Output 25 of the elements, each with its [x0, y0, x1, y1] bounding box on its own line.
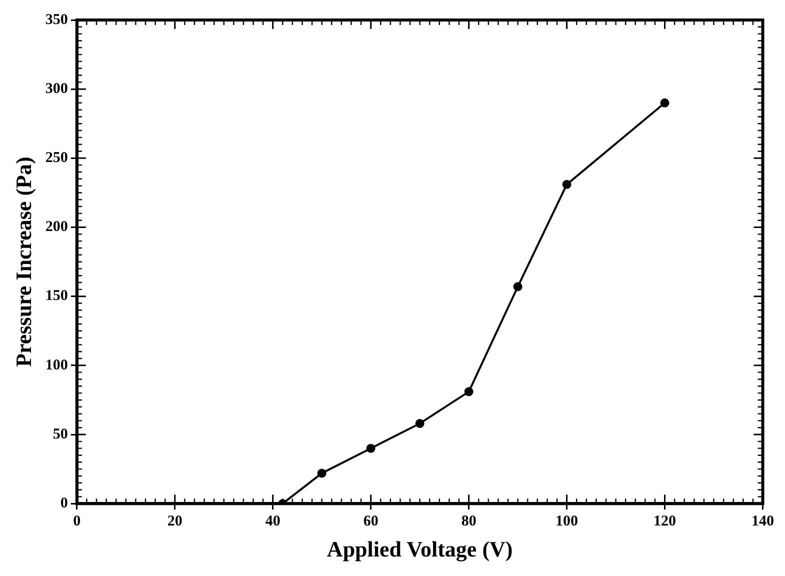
- x-tick-label: 0: [73, 513, 81, 530]
- y-tick-label: 200: [45, 219, 68, 236]
- x-tick-label: 80: [461, 513, 476, 530]
- point: [660, 98, 670, 108]
- x-tick-label: 120: [654, 513, 676, 530]
- point: [464, 387, 474, 396]
- x-tick-label: 60: [363, 513, 378, 530]
- y-tick-label: 300: [45, 80, 68, 97]
- x-tick-label: 140: [752, 513, 774, 530]
- point: [562, 180, 572, 189]
- point: [415, 418, 424, 428]
- y-tick-label: 350: [45, 12, 68, 28]
- point: [366, 444, 376, 453]
- point: [317, 468, 326, 478]
- y-tick-label: 100: [45, 357, 68, 374]
- y-tick-label: 150: [45, 288, 68, 304]
- y-axis-title: Pressure Increase (Pa): [10, 156, 36, 367]
- x-axis-title: Applied Voltage (V): [326, 536, 513, 562]
- x-tick-label: 40: [265, 513, 280, 530]
- y-tick-label: 0: [60, 495, 68, 512]
- point: [513, 282, 522, 292]
- x-tick-label: 20: [167, 513, 182, 530]
- y-tick-label: 50: [52, 426, 68, 442]
- y-tick-label: 250: [45, 150, 68, 166]
- x-tick-label: 100: [556, 513, 578, 530]
